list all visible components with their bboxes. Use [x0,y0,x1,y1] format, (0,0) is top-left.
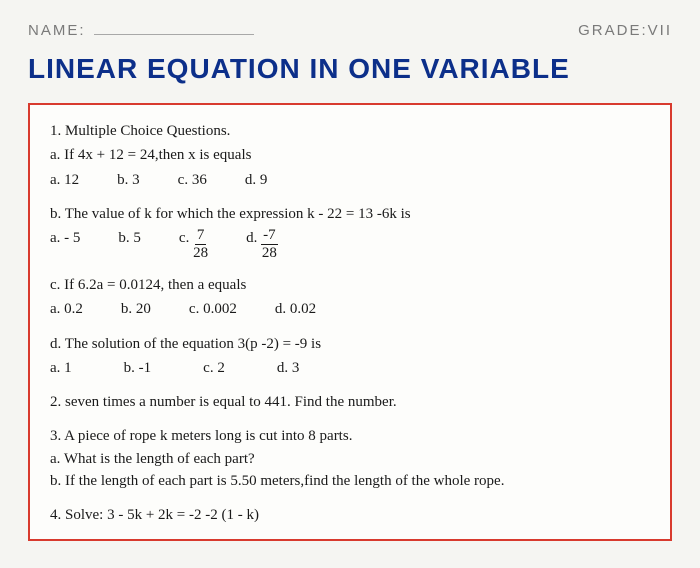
q1d-text: d. The solution of the equation 3(p -2) … [50,334,650,354]
q1b-c-num: 7 [195,228,207,245]
q1a-opt-a: a. 12 [50,170,79,190]
q3a-text: a. What is the length of each part? [50,449,650,469]
q1b-d-fraction: -728 [261,228,278,261]
q1b-c-prefix: c. [179,230,193,246]
content-box: 1. Multiple Choice Questions. a. If 4x +… [28,103,672,541]
q3-block: 3. A piece of rope k meters long is cut … [50,426,650,491]
q1a-opt-b: b. 3 [117,170,140,190]
q1c-opt-c: c. 0.002 [189,299,237,319]
grade-label: GRADE: [578,22,648,39]
q1c-opt-b: b. 20 [121,299,151,319]
q1d-opt-c: c. 2 [203,358,225,378]
name-section: NAME: [28,22,254,39]
q2-text: 2. seven times a number is equal to 441.… [50,392,650,412]
q1b-opt-a: a. - 5 [50,228,80,248]
header-row: NAME: GRADE:VII [28,22,672,39]
q1a-text: a. If 4x + 12 = 24,then x is equals [50,145,650,165]
q1a-options: a. 12 b. 3 c. 36 d. 9 [50,170,650,190]
q3b-text: b. If the length of each part is 5.50 me… [50,471,650,491]
q1b-c-den: 28 [193,245,208,261]
q1b-options: a. - 5 b. 5 c. 728 d. -728 [50,228,650,261]
q3-text: 3. A piece of rope k meters long is cut … [50,426,650,446]
q1d-opt-a: a. 1 [50,358,72,378]
q1b-opt-d: d. -728 [246,228,278,261]
q1b-opt-b: b. 5 [118,228,141,248]
q1c-options: a. 0.2 b. 20 c. 0.002 d. 0.02 [50,299,650,319]
q1a-opt-c: c. 36 [178,170,207,190]
grade-value: VII [648,22,672,39]
name-input-line[interactable] [94,34,254,35]
page-title: LINEAR EQUATION IN ONE VARIABLE [28,53,672,85]
q1d-opt-d: d. 3 [277,358,300,378]
q1b-d-num: -7 [261,228,278,245]
q1c-text: c. If 6.2a = 0.0124, then a equals [50,275,650,295]
q1d-options: a. 1 b. -1 c. 2 d. 3 [50,358,650,378]
q1b-d-prefix: d. [246,230,261,246]
q1c-opt-a: a. 0.2 [50,299,83,319]
q1c-opt-d: d. 0.02 [275,299,316,319]
q1b-text: b. The value of k for which the expressi… [50,204,650,224]
name-label: NAME: [28,22,86,39]
q1b-c-fraction: 728 [193,228,208,261]
q1b-d-den: 28 [262,245,277,261]
q1d-opt-b: b. -1 [124,358,152,378]
q4-text: 4. Solve: 3 - 5k + 2k = -2 -2 (1 - k) [50,505,650,525]
q1-heading: 1. Multiple Choice Questions. [50,121,650,141]
q1a-opt-d: d. 9 [245,170,268,190]
grade-section: GRADE:VII [578,22,672,39]
q1b-opt-c: c. 728 [179,228,208,261]
